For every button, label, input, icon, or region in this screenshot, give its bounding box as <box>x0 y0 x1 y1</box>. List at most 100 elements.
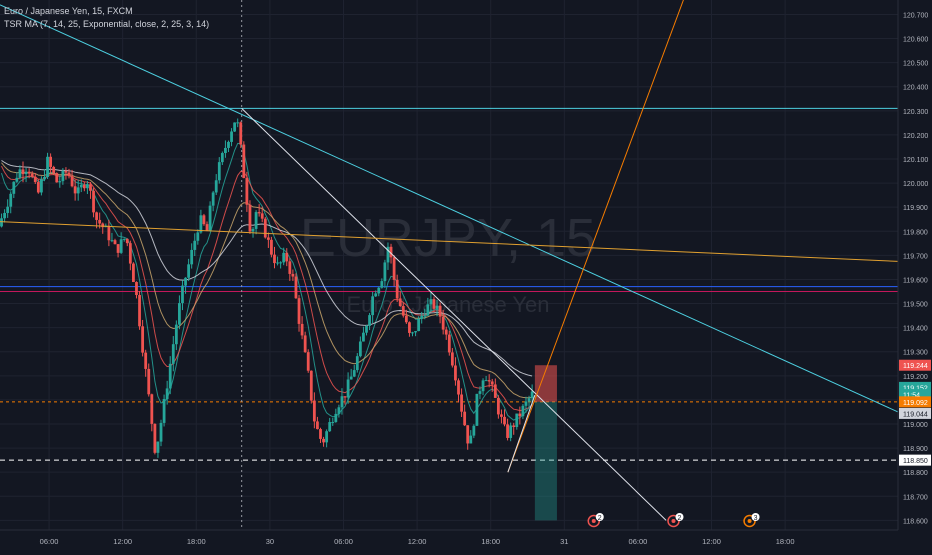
candle-body <box>518 413 522 417</box>
candle-body <box>40 179 43 193</box>
orange-rising-line[interactable] <box>507 0 687 473</box>
stop-loss-zone[interactable] <box>534 365 557 402</box>
candle-body <box>79 184 83 188</box>
candle-body <box>76 187 80 194</box>
candle-body <box>386 246 390 263</box>
candle-body <box>475 393 479 426</box>
candle-body <box>110 240 114 242</box>
candle-body <box>187 264 191 278</box>
candle-body <box>454 365 457 381</box>
candle-body <box>254 212 258 229</box>
orange-horizontal-trend[interactable] <box>0 221 899 262</box>
candle-body <box>220 153 224 163</box>
candle-body <box>248 204 252 232</box>
price-tag-text: 118.850 <box>903 458 928 465</box>
candle-body <box>444 329 448 335</box>
candle-body <box>349 376 353 380</box>
candle-body <box>21 169 25 175</box>
candle-body <box>162 399 166 423</box>
candle-body <box>389 246 393 258</box>
candle-body <box>432 299 436 309</box>
candle-body <box>426 304 430 316</box>
price-tick-label: 118.700 <box>903 494 928 501</box>
candle-body <box>506 424 509 438</box>
candle-body <box>500 414 503 417</box>
indicator-label: TSR MA (7, 14, 25, Exponential, close, 2… <box>4 19 209 29</box>
short-position-tool[interactable] <box>534 365 557 521</box>
trend-lines[interactable] <box>0 0 899 521</box>
horizontal-levels <box>0 107 898 461</box>
candle-body <box>322 438 325 443</box>
candle-body <box>371 296 375 316</box>
watermark: EURJPY, 15 Euro / Japanese Yen <box>300 208 596 317</box>
event-count: 2 <box>678 515 682 522</box>
candle-body <box>282 252 286 263</box>
candle-body <box>484 380 488 382</box>
candle-body <box>64 170 68 173</box>
price-tick-label: 120.300 <box>903 109 928 116</box>
legend: Euro / Japanese Yen, 15, FXCM TSR MA (7,… <box>4 6 209 29</box>
time-tick-label: 12:00 <box>702 537 721 546</box>
candle-body <box>306 352 310 371</box>
candle-body <box>43 177 46 180</box>
candle-body <box>30 173 34 177</box>
candle-body <box>168 363 172 389</box>
candle-body <box>331 421 335 423</box>
candle-body <box>263 218 267 238</box>
time-tick-label: 12:00 <box>113 537 132 546</box>
event-markers[interactable]: 2 2 3 <box>587 513 760 528</box>
price-tick-label: 120.700 <box>903 12 928 19</box>
price-tick-label: 120.400 <box>903 85 928 92</box>
candle-body <box>414 331 417 333</box>
candle-body <box>273 254 276 264</box>
candle-body <box>190 249 194 265</box>
white-descending-line[interactable] <box>241 108 667 521</box>
candle-body <box>401 306 405 316</box>
candle-body <box>343 396 347 398</box>
candle-body <box>230 131 233 142</box>
candle-body <box>383 262 387 282</box>
candle-body <box>362 332 365 342</box>
candle-body <box>266 237 270 240</box>
candle-body <box>358 341 362 357</box>
candle-body <box>334 413 338 422</box>
time-tick-label: 12:00 <box>408 537 427 546</box>
price-tick-label: 119.700 <box>903 253 928 260</box>
time-tick-label: 06:00 <box>40 537 59 546</box>
candle-body <box>469 435 473 444</box>
candle-body <box>524 401 528 406</box>
candle-body <box>233 122 237 132</box>
price-tick-label: 119.000 <box>903 422 928 429</box>
candle-body <box>297 298 301 324</box>
price-tick-label: 120.500 <box>903 61 928 68</box>
candle-body <box>113 240 117 245</box>
candle-body <box>52 166 56 174</box>
price-tag-text: 119.244 <box>903 363 928 370</box>
price-tick-label: 119.400 <box>903 326 928 333</box>
candle-body <box>82 184 86 189</box>
candle-body <box>294 276 298 299</box>
candle-body <box>365 325 368 333</box>
candle-body <box>530 391 534 399</box>
candle-body <box>174 324 178 345</box>
white-rising-line[interactable] <box>507 394 536 473</box>
event-count-badge <box>675 513 684 521</box>
price-tick-label: 118.900 <box>903 446 928 453</box>
time-tick-label: 06:00 <box>334 537 353 546</box>
candle-body <box>49 156 53 167</box>
candle-body <box>460 394 463 412</box>
candle-body <box>171 344 175 364</box>
candle-body <box>92 190 95 213</box>
candle-body <box>377 287 381 294</box>
take-profit-zone[interactable] <box>534 401 557 521</box>
candle-body <box>288 261 292 274</box>
price-tick-label: 120.200 <box>903 133 928 140</box>
price-axis-background <box>898 0 932 550</box>
price-tag <box>899 381 931 393</box>
candle-body <box>251 228 255 232</box>
cyan-descending-line[interactable] <box>0 4 899 413</box>
candle-body <box>270 239 273 255</box>
candle-body <box>202 215 206 225</box>
